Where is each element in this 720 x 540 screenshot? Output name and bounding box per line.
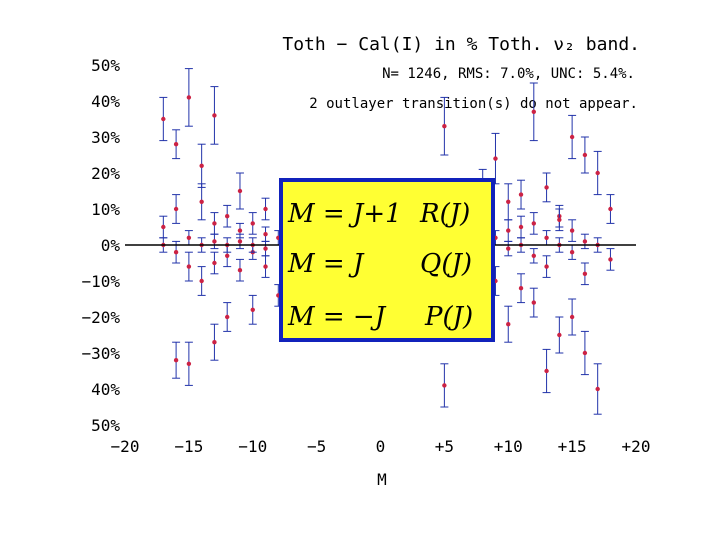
y-tick-label: 0% — [101, 236, 121, 255]
y-tick-label: 50% — [91, 56, 120, 75]
x-tick-label: +5 — [435, 437, 454, 456]
data-point — [442, 124, 447, 129]
data-point — [237, 239, 243, 244]
x-tick-label: +15 — [558, 437, 587, 456]
data-point — [250, 307, 255, 312]
chart-note: 2 outlayer transition(s) do not appear. — [309, 96, 638, 112]
legend-row-1-right: R(J) — [419, 199, 470, 229]
data-point — [557, 217, 562, 222]
y-tick-label: −10% — [81, 272, 120, 291]
data-point — [544, 368, 549, 374]
data-point — [173, 206, 179, 212]
data-point — [173, 358, 179, 363]
y-tick-label: 30% — [91, 128, 120, 147]
data-point — [199, 278, 204, 284]
data-point — [544, 235, 549, 240]
data-point — [212, 340, 217, 345]
data-point — [173, 250, 179, 255]
x-tick-label: +10 — [494, 437, 523, 456]
data-point — [582, 239, 588, 244]
data-point — [212, 260, 217, 266]
data-point — [569, 228, 575, 233]
data-point — [608, 257, 613, 262]
data-point — [263, 232, 268, 237]
data-point — [186, 361, 192, 366]
data-point — [225, 214, 230, 219]
data-point — [442, 383, 447, 388]
y-tick-label: 50% — [91, 416, 120, 435]
data-point — [518, 224, 524, 230]
data-point — [582, 350, 588, 356]
x-axis-ticks: −20 −15 −10 −5 0 +5 +10 +15 +20 — [111, 437, 651, 456]
data-point — [595, 386, 600, 392]
data-point — [225, 314, 230, 320]
data-point — [237, 228, 243, 233]
x-tick-label: −5 — [307, 437, 326, 456]
data-point — [186, 235, 192, 240]
data-point — [506, 246, 511, 251]
data-point — [161, 116, 166, 122]
data-point — [582, 271, 588, 276]
x-tick-label: 0 — [376, 437, 386, 456]
data-point — [173, 142, 179, 147]
y-tick-label: 20% — [91, 164, 120, 183]
data-point — [186, 95, 192, 100]
data-point — [531, 253, 536, 258]
x-axis-label: M — [377, 470, 387, 489]
plot-area — [159, 68, 615, 415]
data-point — [506, 228, 511, 233]
x-tick-label: +20 — [622, 437, 651, 456]
x-tick-label: −15 — [174, 437, 203, 456]
chart-stats: N= 1246, RMS: 7.0%, UNC: 5.4%. — [382, 66, 635, 82]
x-tick-label: −10 — [238, 437, 267, 456]
data-point — [557, 332, 562, 338]
data-point — [199, 199, 204, 204]
x-tick-label: −20 — [111, 437, 140, 456]
data-point — [263, 206, 268, 212]
data-point — [212, 239, 217, 244]
data-point — [161, 224, 166, 230]
y-tick-label: −20% — [81, 308, 120, 327]
legend-row-3-left: M = −J — [287, 302, 387, 332]
data-point — [518, 286, 524, 291]
data-point — [263, 264, 268, 269]
data-point — [237, 268, 243, 273]
data-point — [506, 322, 511, 327]
y-tick-label: 10% — [91, 200, 120, 219]
data-point — [250, 221, 255, 226]
data-point — [531, 300, 536, 305]
y-tick-label: 40% — [91, 380, 120, 399]
data-point — [531, 221, 536, 226]
data-point — [569, 134, 575, 140]
legend-row-1-left: M = J+1 — [287, 199, 402, 229]
legend-row-2-right: Q(J) — [420, 249, 472, 279]
data-point — [582, 152, 588, 158]
data-point — [544, 264, 549, 269]
data-point — [518, 192, 524, 197]
data-point — [493, 156, 498, 161]
legend-row-3-right: P(J) — [424, 302, 473, 332]
data-point — [237, 188, 243, 194]
data-point — [506, 199, 511, 204]
data-point — [569, 250, 575, 255]
y-tick-label: −30% — [81, 344, 120, 363]
data-point — [544, 185, 549, 190]
y-tick-label: 40% — [91, 92, 120, 111]
data-point — [595, 170, 600, 176]
data-point — [212, 113, 217, 118]
data-point — [608, 206, 613, 212]
legend: M = J+1 R(J) M = J Q(J) M = −J P(J) — [279, 178, 495, 342]
chart-title: Toth − Cal(I) in % Toth. ν₂ band. — [282, 34, 640, 55]
data-point — [199, 163, 204, 168]
data-point — [569, 314, 575, 320]
data-point — [531, 109, 536, 115]
data-point — [225, 253, 230, 258]
data-point — [212, 221, 217, 226]
data-point — [263, 246, 268, 251]
y-axis-ticks: 50% 40% 30% 20% 10% 0% −10% −20% −30% 40% 50% — [81, 56, 120, 435]
legend-box — [279, 178, 495, 342]
legend-row-2-left: M = J — [287, 249, 365, 279]
data-point — [186, 264, 192, 269]
